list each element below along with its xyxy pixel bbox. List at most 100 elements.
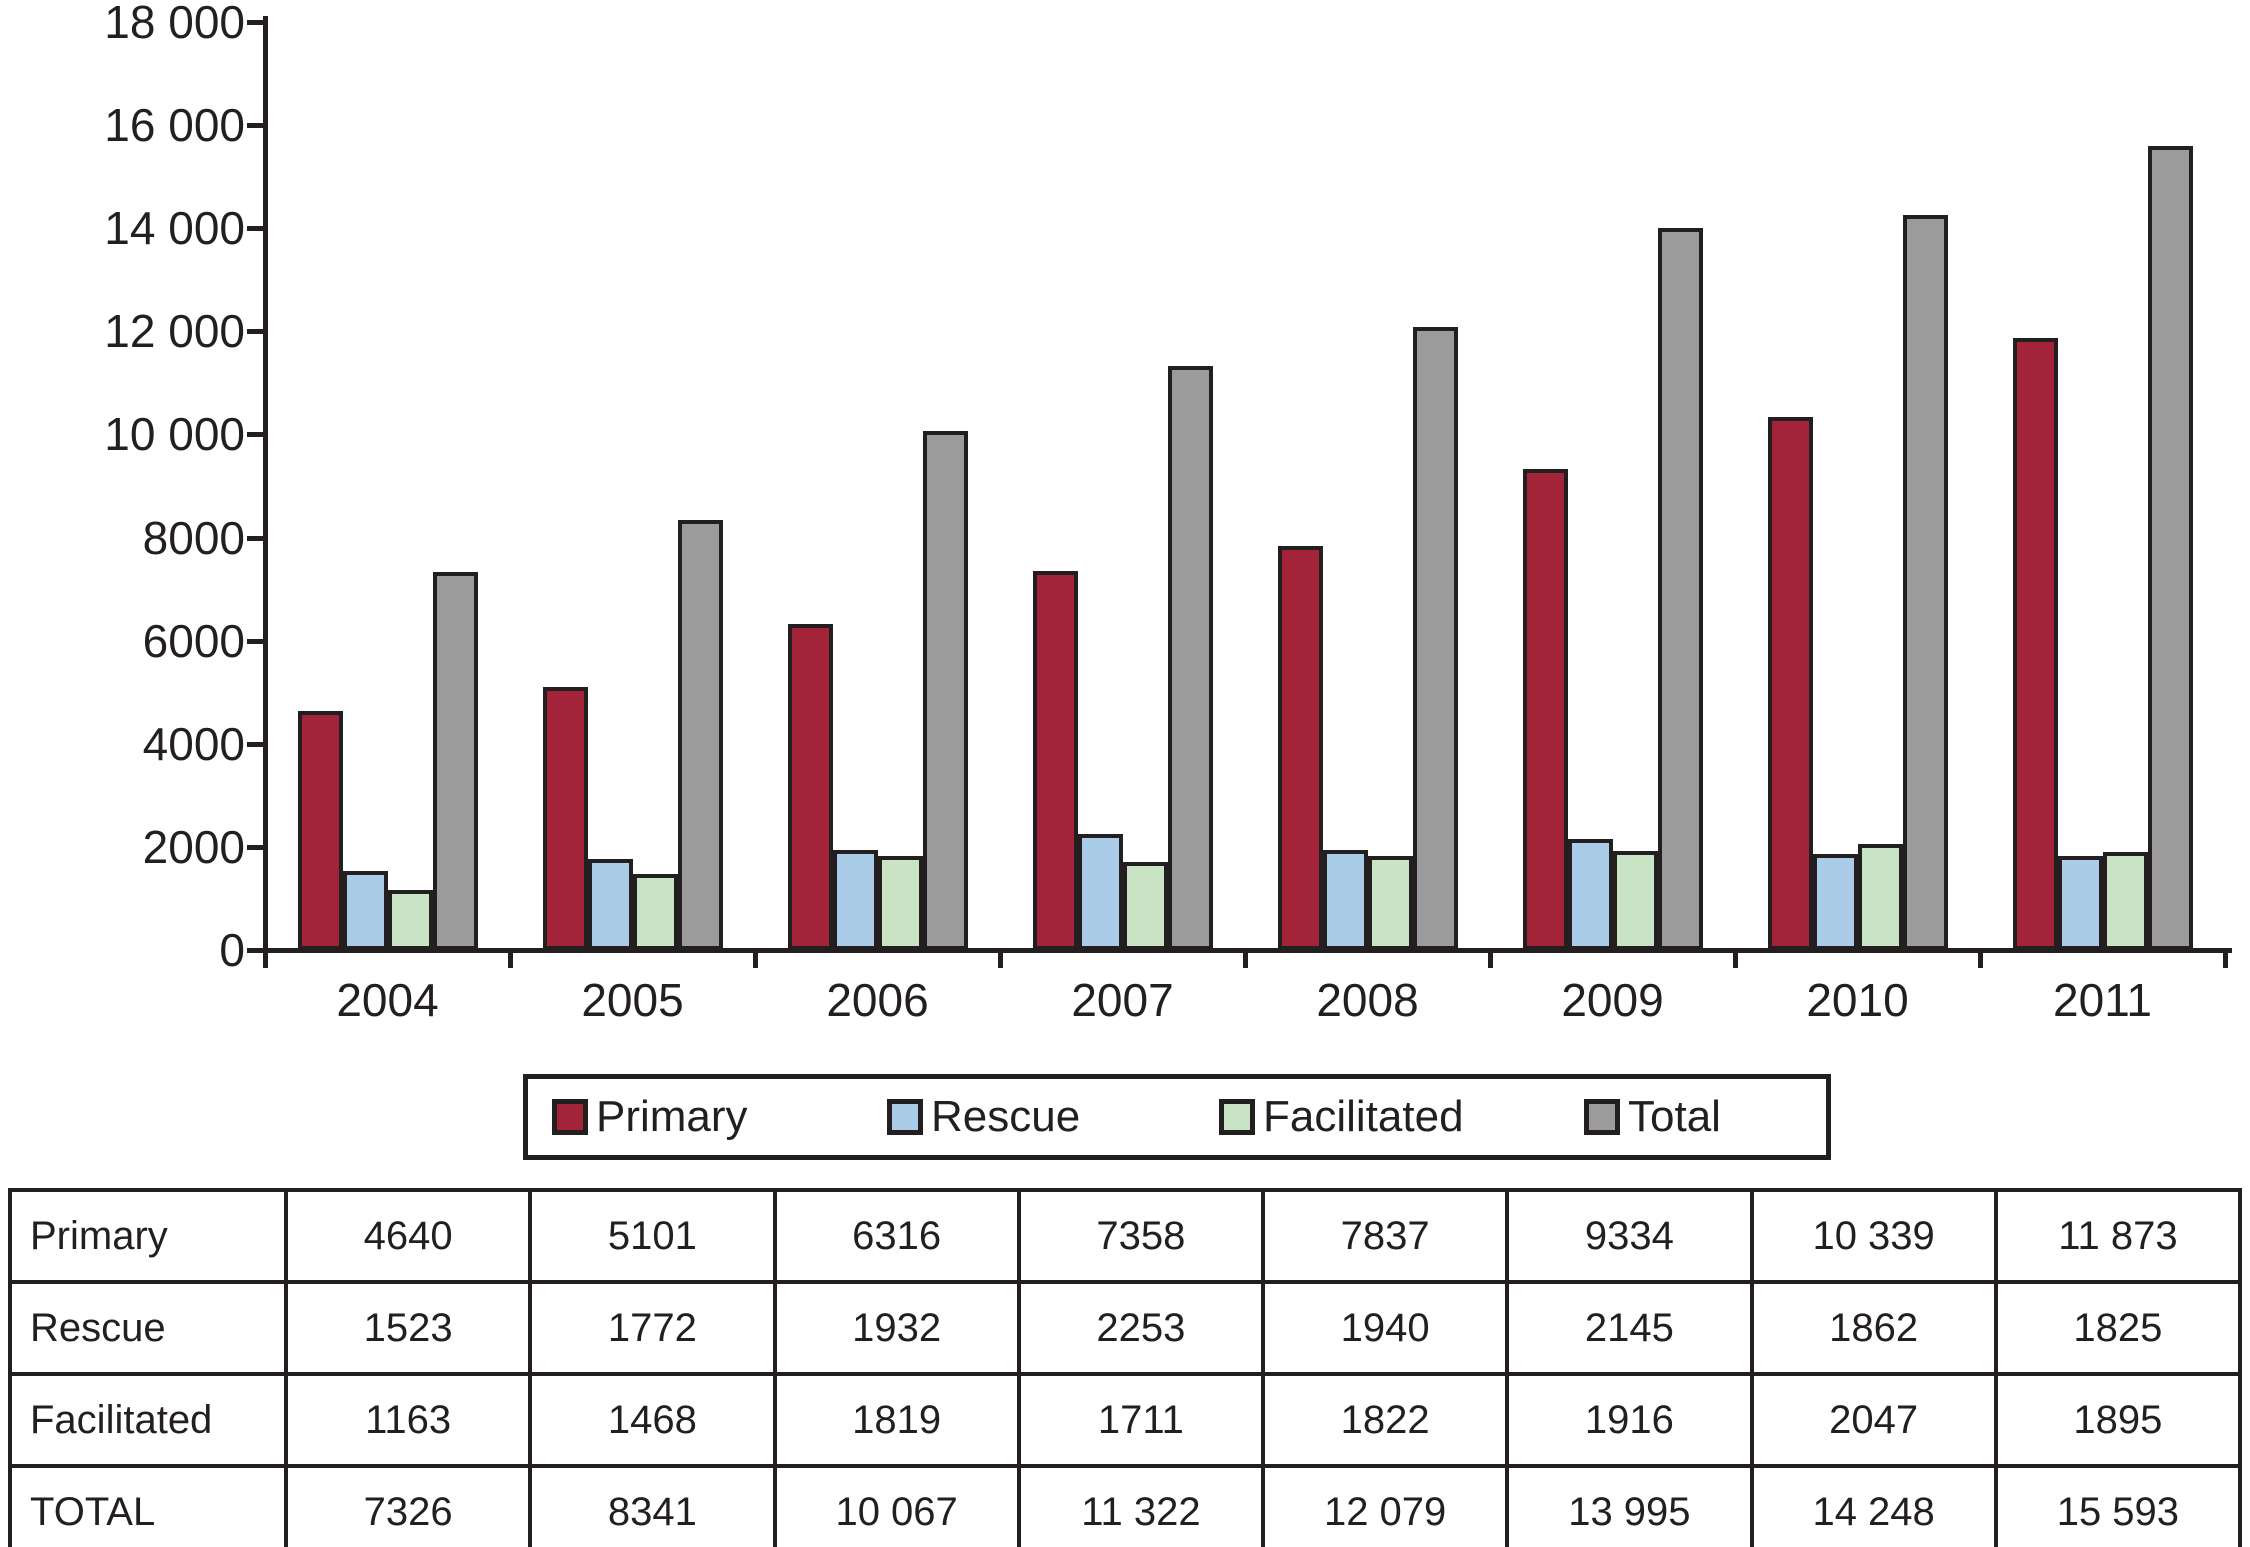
table-cell: 5101	[528, 1188, 777, 1284]
bar-primary-2006	[788, 624, 833, 950]
bar-rescue-2011	[2058, 856, 2103, 950]
y-axis-tick	[247, 226, 265, 231]
y-axis-tick	[247, 123, 265, 128]
bar-total-2004	[433, 572, 478, 950]
bar-primary-2007	[1033, 571, 1078, 950]
y-axis-tick	[247, 742, 265, 747]
x-axis-tick	[998, 950, 1003, 968]
bar-facilitated-2007	[1123, 862, 1168, 950]
table-cell: 1523	[283, 1280, 533, 1376]
legend-item-facilitated: Facilitated	[1219, 1079, 1464, 1155]
table-cell: 1862	[1749, 1280, 1998, 1376]
bar-primary-2011	[2013, 338, 2058, 950]
x-axis-label: 2005	[581, 974, 684, 1026]
bar-total-2007	[1168, 366, 1213, 950]
x-axis-line	[247, 948, 2232, 953]
table-cell: 1940	[1260, 1280, 1510, 1376]
legend-item-total: Total	[1584, 1079, 1721, 1155]
legend-item-rescue: Rescue	[887, 1079, 1080, 1155]
x-axis-label: 2008	[1316, 974, 1419, 1026]
x-axis-label: 2010	[1806, 974, 1909, 1026]
bar-rescue-2009	[1568, 839, 1613, 950]
bar-rescue-2008	[1323, 850, 1368, 950]
y-axis-label: 8000	[142, 512, 245, 564]
x-axis-tick	[508, 950, 513, 968]
y-axis-label: 6000	[142, 615, 245, 667]
bar-primary-2010	[1768, 417, 1813, 950]
y-axis-label: 10 000	[104, 408, 245, 460]
table-row-total: TOTAL 7326 8341 10 067 11 322 12 079 13 995 14 …	[8, 1464, 2243, 1547]
table-cell: 1468	[528, 1372, 777, 1468]
y-axis-tick	[247, 20, 265, 25]
x-axis-tick	[1243, 950, 1248, 968]
legend-label: Rescue	[931, 1092, 1081, 1141]
bar-rescue-2007	[1078, 834, 1123, 950]
bar-primary-2005	[543, 687, 588, 950]
x-axis-label: 2011	[2053, 974, 2152, 1026]
table-cell: 6316	[772, 1188, 1021, 1284]
table-cell: 1895	[1993, 1372, 2243, 1468]
bar-rescue-2005	[588, 859, 633, 950]
chart-plot: 0 2000 4000 6000 8000 10 000 12 000 14 000 16 00…	[104, 0, 2232, 1026]
y-axis-tick	[247, 639, 265, 644]
y-axis-label: 4000	[142, 718, 245, 770]
bar-total-2011	[2148, 146, 2193, 950]
table-cell: 9334	[1505, 1188, 1754, 1284]
y-axis-tick	[247, 432, 265, 437]
table-cell: 7358	[1016, 1188, 1266, 1284]
bar-primary-2008	[1278, 546, 1323, 950]
data-table: Primary 4640 5101 6316 7358 7837 9334 10 339 11 …	[8, 1188, 2243, 1547]
table-cell: 1163	[283, 1372, 533, 1468]
bar-rescue-2010	[1813, 854, 1858, 950]
y-axis-tick	[247, 536, 265, 541]
table-row-rescue: Rescue 1523 1772 1932 2253 1940 2145 1862 1825	[8, 1280, 2243, 1376]
bar-primary-2004	[298, 711, 343, 950]
x-axis-tick	[2223, 950, 2228, 968]
bar-total-2010	[1903, 215, 1948, 950]
x-axis-label: 2007	[1071, 974, 1174, 1026]
x-axis-tick	[1488, 950, 1493, 968]
legend-swatch-rescue-icon	[887, 1099, 923, 1135]
y-axis-label: 16 000	[104, 99, 245, 151]
legend-label: Primary	[596, 1092, 748, 1141]
bar-primary-2009	[1523, 469, 1568, 950]
x-axis-tick	[1733, 950, 1738, 968]
x-axis-tick	[1978, 950, 1983, 968]
bar-facilitated-2004	[388, 890, 433, 950]
table-cell: 1711	[1016, 1372, 1266, 1468]
table-cell: 11 322	[1016, 1464, 1266, 1547]
legend-swatch-total-icon	[1584, 1099, 1620, 1135]
chart-legend: Primary Rescue Facilitated Total	[523, 1074, 1831, 1160]
bar-total-2008	[1413, 327, 1458, 950]
x-axis-label: 2009	[1561, 974, 1664, 1026]
table-body: Primary 4640 5101 6316 7358 7837 9334 10 339 11 …	[8, 1188, 2243, 1547]
table-cell: 13 995	[1505, 1464, 1754, 1547]
bar-rescue-2006	[833, 850, 878, 950]
table-cell: 8341	[528, 1464, 777, 1547]
bar-total-2006	[923, 431, 968, 950]
x-axis-tick	[753, 950, 758, 968]
legend-swatch-facilitated-icon	[1219, 1099, 1255, 1135]
bar-total-2009	[1658, 228, 1703, 950]
table-cell: 2047	[1749, 1372, 1998, 1468]
table-cell: 1932	[772, 1280, 1021, 1376]
row-label: TOTAL	[8, 1464, 288, 1547]
y-axis-label: 2000	[142, 821, 245, 873]
table-cell: 14 248	[1749, 1464, 1998, 1547]
bar-facilitated-2010	[1858, 844, 1903, 950]
y-axis-line	[263, 16, 268, 968]
bar-facilitated-2005	[633, 874, 678, 950]
table-cell: 2253	[1016, 1280, 1266, 1376]
bar-facilitated-2008	[1368, 856, 1413, 950]
table-cell: 1819	[772, 1372, 1021, 1468]
table-row-primary: Primary 4640 5101 6316 7358 7837 9334 10 339 11 …	[8, 1188, 2243, 1284]
row-label: Facilitated	[8, 1372, 288, 1468]
table-cell: 10 067	[772, 1464, 1021, 1547]
table-cell: 7837	[1260, 1188, 1510, 1284]
bar-rescue-2004	[343, 871, 388, 950]
legend-label: Total	[1628, 1092, 1721, 1141]
table-cell: 2145	[1505, 1280, 1754, 1376]
legend-label: Facilitated	[1263, 1092, 1464, 1141]
y-axis-tick	[247, 329, 265, 334]
